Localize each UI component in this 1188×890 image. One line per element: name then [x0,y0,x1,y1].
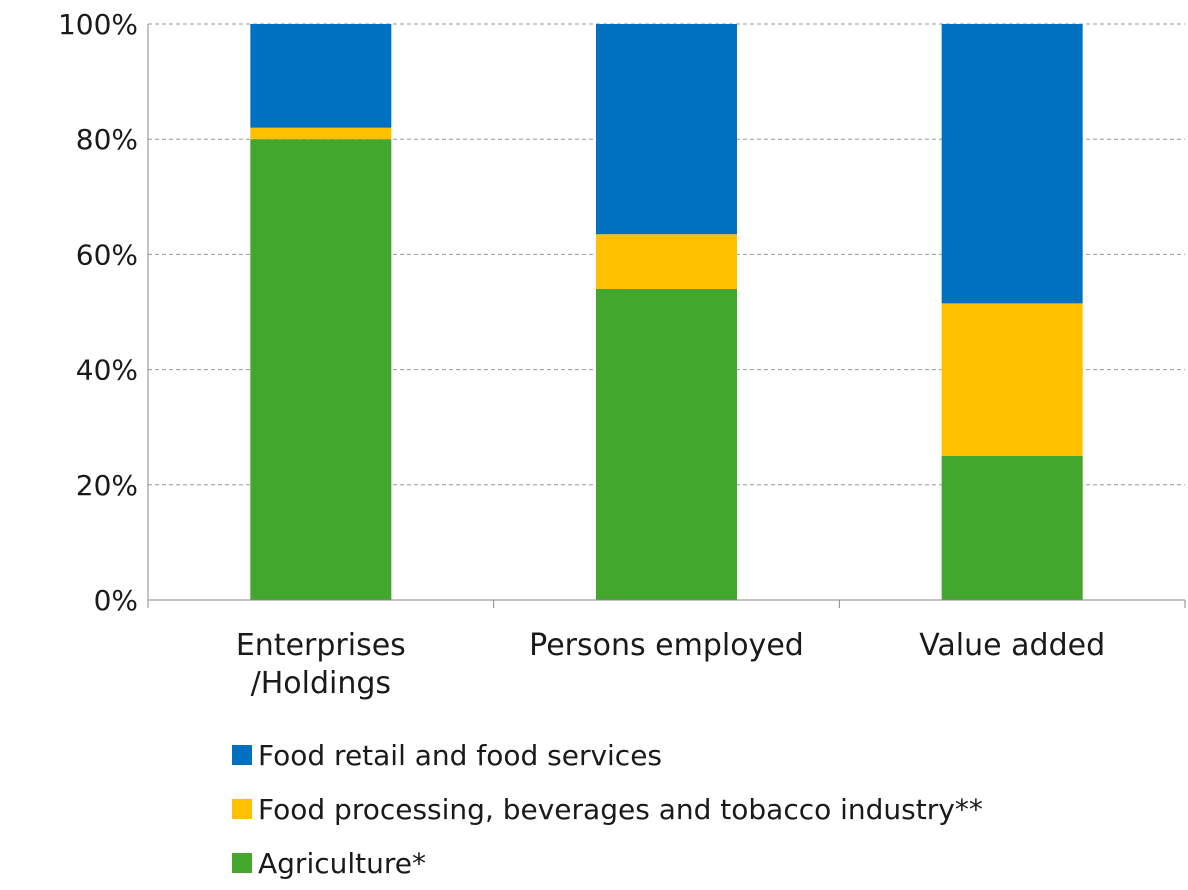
legend-label: Food retail and food services [258,738,663,772]
bar-segment [596,234,737,289]
legend-label: Food processing, beverages and tobacco i… [258,792,983,826]
y-tick-label: 80% [76,123,138,156]
x-tick-label: Enterprises/Holdings [236,628,406,701]
legend-swatch [232,853,252,873]
y-axis-ticks: 0% 20% 40% 60% 80% 100% [58,8,138,617]
bar-segment [596,288,737,600]
y-tick-label: 40% [76,354,138,387]
bar-segment [250,127,392,140]
legend-item: Food retail and food services [232,728,983,782]
stacked-bar-chart: 0% 20% 40% 60% 80% 100% Enterprises/Holdings P… [58,8,1186,701]
legend: Food retail and food services Food proces… [232,728,983,890]
legend-item: Agriculture* [232,836,983,890]
y-tick-label: 60% [76,238,138,271]
x-tick-label: Value added [919,628,1105,663]
legend-swatch [232,799,252,819]
bar-segment [596,24,737,235]
bar-segment [250,24,392,128]
bar-segment [941,24,1083,304]
axes [147,24,1186,608]
bars [250,24,1083,600]
y-tick-label: 0% [94,584,138,617]
bar-segment [941,303,1083,456]
legend-item: Food processing, beverages and tobacco i… [232,782,983,836]
bar-segment [250,139,392,600]
y-tick-label: 100% [58,8,138,41]
legend-label: Agriculture* [258,846,426,880]
x-axis-labels: Enterprises/Holdings Persons employed Valu… [236,628,1105,701]
y-tick-label: 20% [76,469,138,502]
legend-swatch [232,745,252,765]
x-tick-label: Persons employed [529,628,804,663]
bar-segment [941,456,1083,600]
